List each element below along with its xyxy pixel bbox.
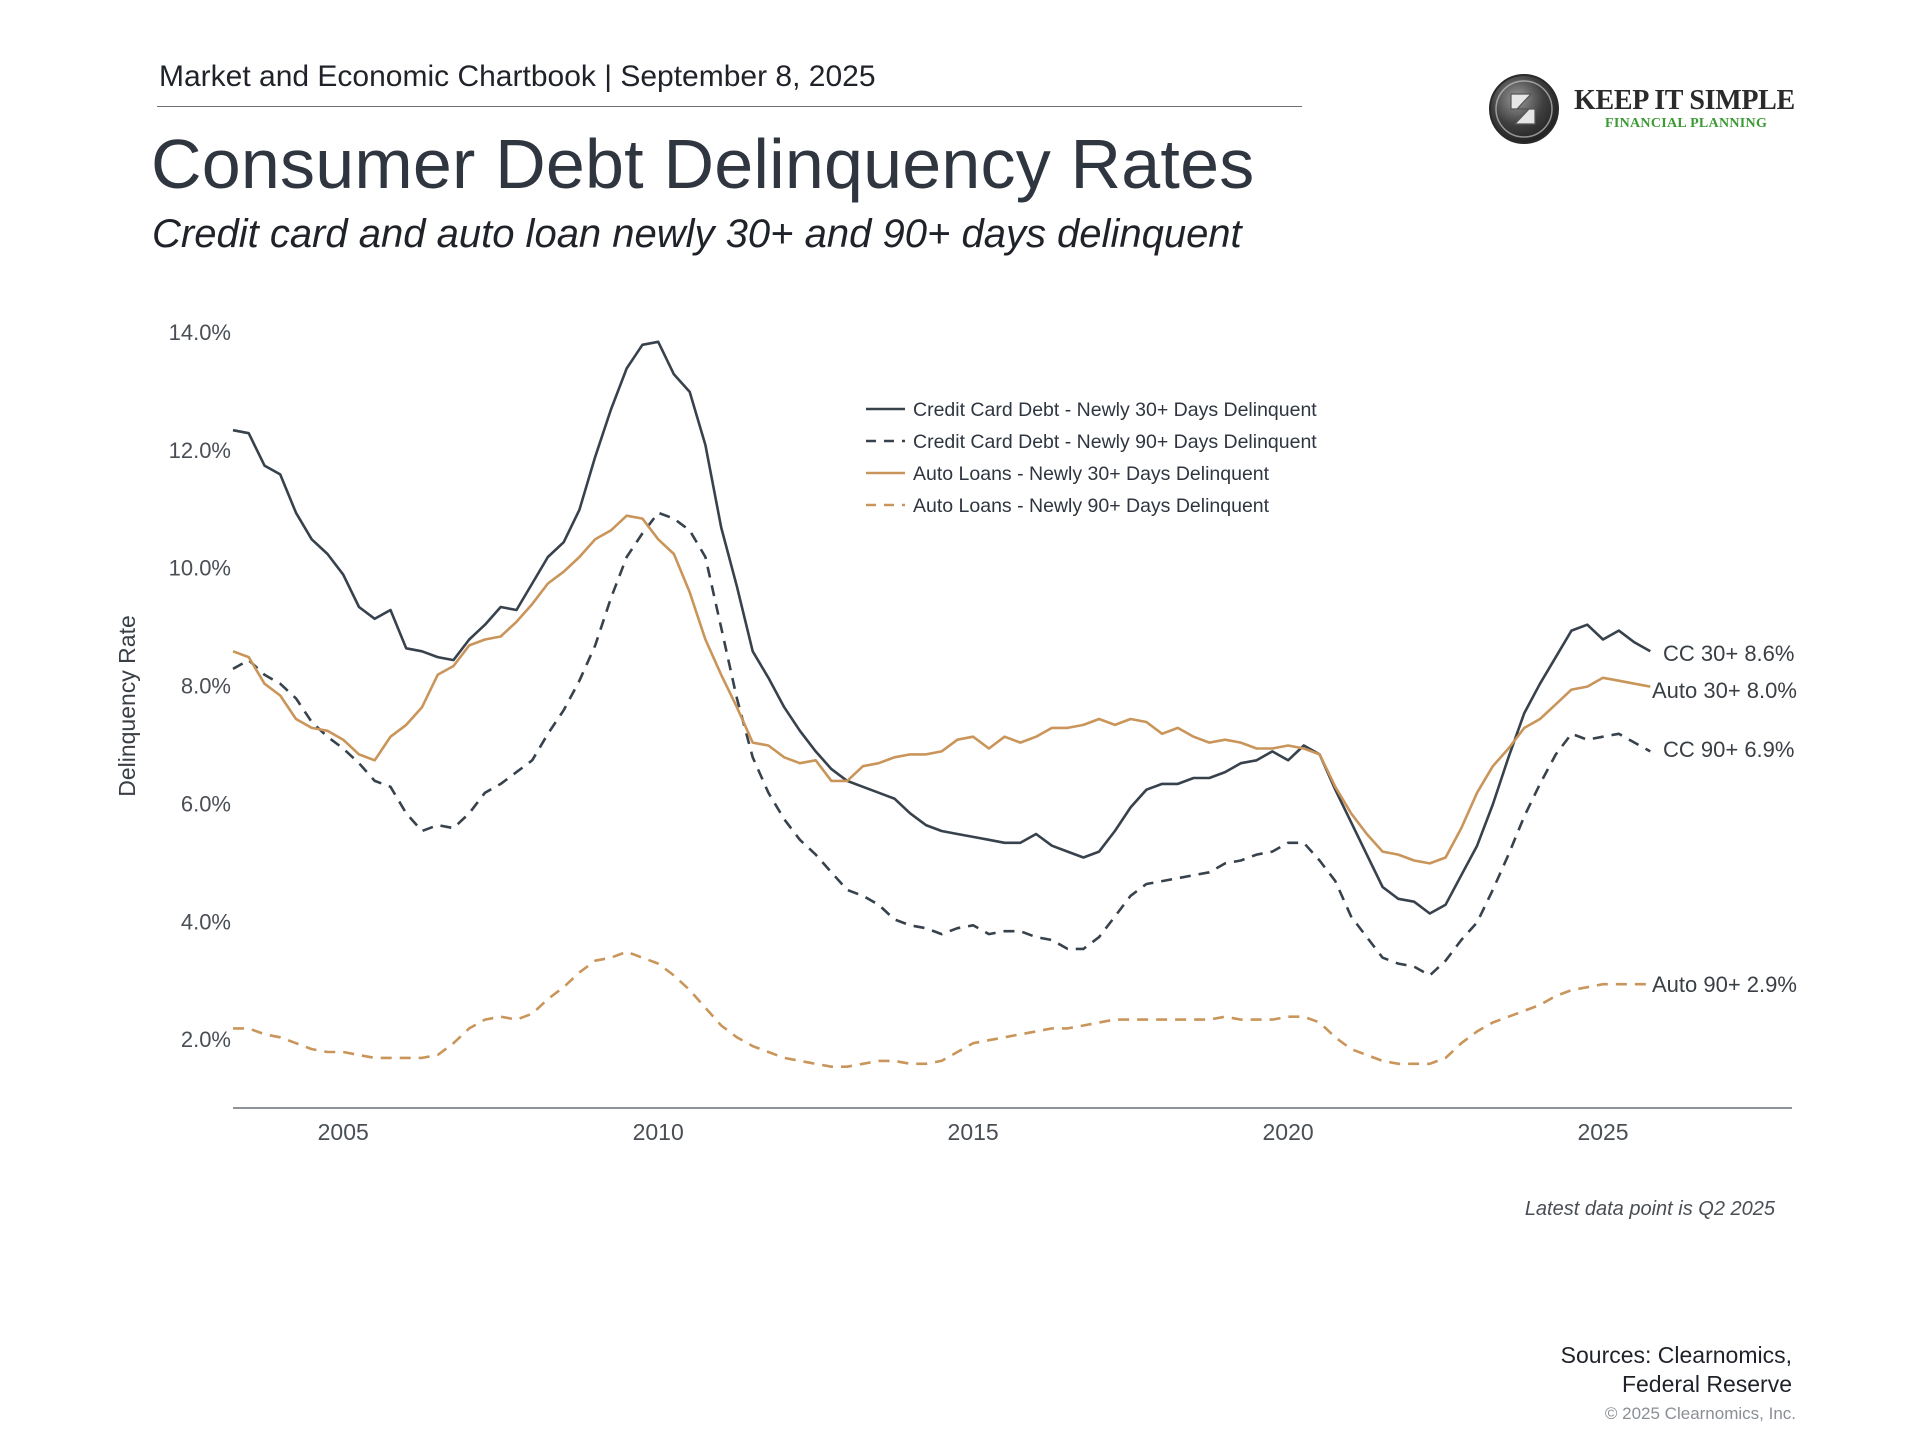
copyright-text: © 2025 Clearnomics, Inc. [1604, 1404, 1796, 1423]
logo-emblem-icon [1489, 74, 1559, 144]
end-labels: CC 30+ 8.6% CC 90+ 6.9% Auto 30+ 8.0% Auto … [1652, 641, 1797, 997]
sources-line-2: Federal Reserve [1621, 1371, 1792, 1397]
y-axis-label: Delinquency Rate [114, 615, 140, 797]
x-tick-label: 2020 [1262, 1119, 1313, 1145]
x-axis-ticks: 2005 2010 2015 2020 2025 [318, 1119, 1629, 1145]
y-tick-label: 8.0% [181, 674, 231, 699]
y-tick-label: 2.0% [181, 1027, 231, 1052]
series-end-label: CC 30+ 8.6% [1663, 641, 1794, 666]
series-layer [232, 340, 1651, 1068]
logo-tagline: FINANCIAL PLANNING [1605, 116, 1768, 131]
x-tick-label: 2010 [633, 1119, 684, 1145]
latest-data-note: Latest data point is Q2 2025 [1524, 1198, 1775, 1220]
page-title: Consumer Debt Delinquency Rates [151, 125, 1255, 203]
x-tick-label: 2015 [948, 1119, 999, 1145]
series-line-3 [232, 514, 1651, 865]
legend-label: Auto Loans - Newly 30+ Days Delinquent [913, 463, 1270, 485]
sources-line-1: Sources: Clearnomics, [1560, 1342, 1792, 1368]
logo-name: KEEP IT SIMPLE [1574, 85, 1795, 116]
brand-logo: KEEP IT SIMPLE FINANCIAL PLANNING [1487, 72, 1795, 146]
page-subtitle: Credit card and auto loan newly 30+ and … [152, 212, 1242, 256]
series-line-1 [232, 340, 1651, 915]
series-end-label: CC 90+ 6.9% [1663, 737, 1794, 762]
y-tick-label: 4.0% [181, 909, 231, 934]
series-line-2 [232, 511, 1651, 977]
y-tick-label: 6.0% [181, 791, 231, 816]
series-end-label: Auto 30+ 8.0% [1652, 678, 1797, 703]
legend-label: Auto Loans - Newly 90+ Days Delinquent [913, 495, 1270, 517]
y-tick-label: 10.0% [169, 556, 231, 581]
x-tick-label: 2005 [318, 1119, 369, 1145]
y-axis-ticks: 2.0% 4.0% 6.0% 8.0% 10.0% 12.0% 14.0% [169, 320, 231, 1052]
series-end-label: Auto 90+ 2.9% [1652, 972, 1797, 997]
sources-text: Sources: Clearnomics, Federal Reserve [1400, 1341, 1792, 1399]
x-tick-label: 2025 [1577, 1119, 1628, 1145]
y-tick-label: 12.0% [169, 438, 231, 463]
legend-label: Credit Card Debt - Newly 30+ Days Delinq… [913, 399, 1317, 421]
chart-legend: Credit Card Debt - Newly 30+ Days Delinq… [866, 399, 1317, 517]
header-divider [157, 106, 1302, 107]
y-tick-label: 14.0% [169, 320, 231, 345]
series-line-4 [233, 950, 1651, 1068]
legend-label: Credit Card Debt - Newly 90+ Days Delinq… [913, 431, 1317, 453]
chartbook-header: Market and Economic Chartbook | Septembe… [159, 60, 876, 93]
